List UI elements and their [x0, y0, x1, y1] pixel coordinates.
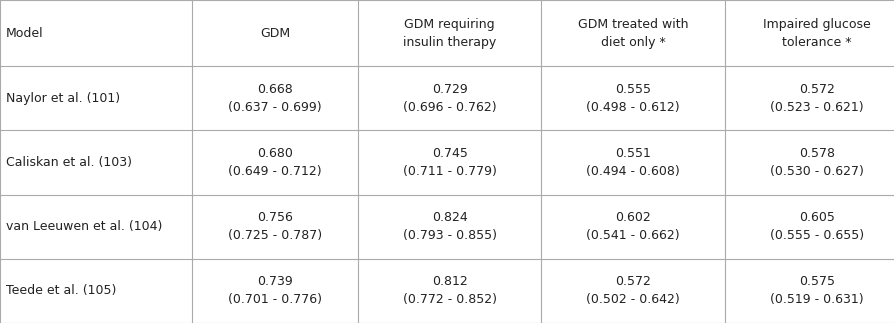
Text: 0.575
(0.519 - 0.631): 0.575 (0.519 - 0.631) [769, 275, 863, 306]
Text: 0.572
(0.502 - 0.642): 0.572 (0.502 - 0.642) [586, 275, 679, 306]
Text: Model: Model [6, 26, 44, 40]
Text: GDM treated with
diet only *: GDM treated with diet only * [578, 18, 687, 48]
Text: GDM: GDM [260, 26, 290, 40]
Text: 0.680
(0.649 - 0.712): 0.680 (0.649 - 0.712) [228, 147, 322, 178]
Text: 0.555
(0.498 - 0.612): 0.555 (0.498 - 0.612) [586, 83, 679, 114]
Text: Impaired glucose
tolerance *: Impaired glucose tolerance * [762, 18, 870, 48]
Text: 0.756
(0.725 - 0.787): 0.756 (0.725 - 0.787) [228, 211, 322, 242]
Text: 0.668
(0.637 - 0.699): 0.668 (0.637 - 0.699) [228, 83, 322, 114]
Text: van Leeuwen et al. (104): van Leeuwen et al. (104) [6, 220, 162, 233]
Text: Teede et al. (105): Teede et al. (105) [6, 284, 116, 297]
Text: 0.824
(0.793 - 0.855): 0.824 (0.793 - 0.855) [402, 211, 496, 242]
Text: 0.739
(0.701 - 0.776): 0.739 (0.701 - 0.776) [228, 275, 322, 306]
Text: Naylor et al. (101): Naylor et al. (101) [6, 92, 120, 105]
Text: Caliskan et al. (103): Caliskan et al. (103) [6, 156, 131, 169]
Text: 0.602
(0.541 - 0.662): 0.602 (0.541 - 0.662) [586, 211, 679, 242]
Text: GDM requiring
insulin therapy: GDM requiring insulin therapy [402, 18, 496, 48]
Text: 0.605
(0.555 - 0.655): 0.605 (0.555 - 0.655) [769, 211, 863, 242]
Text: 0.572
(0.523 - 0.621): 0.572 (0.523 - 0.621) [769, 83, 863, 114]
Text: 0.551
(0.494 - 0.608): 0.551 (0.494 - 0.608) [586, 147, 679, 178]
Text: 0.812
(0.772 - 0.852): 0.812 (0.772 - 0.852) [402, 275, 496, 306]
Text: 0.745
(0.711 - 0.779): 0.745 (0.711 - 0.779) [402, 147, 496, 178]
Text: 0.578
(0.530 - 0.627): 0.578 (0.530 - 0.627) [769, 147, 863, 178]
Text: 0.729
(0.696 - 0.762): 0.729 (0.696 - 0.762) [402, 83, 496, 114]
